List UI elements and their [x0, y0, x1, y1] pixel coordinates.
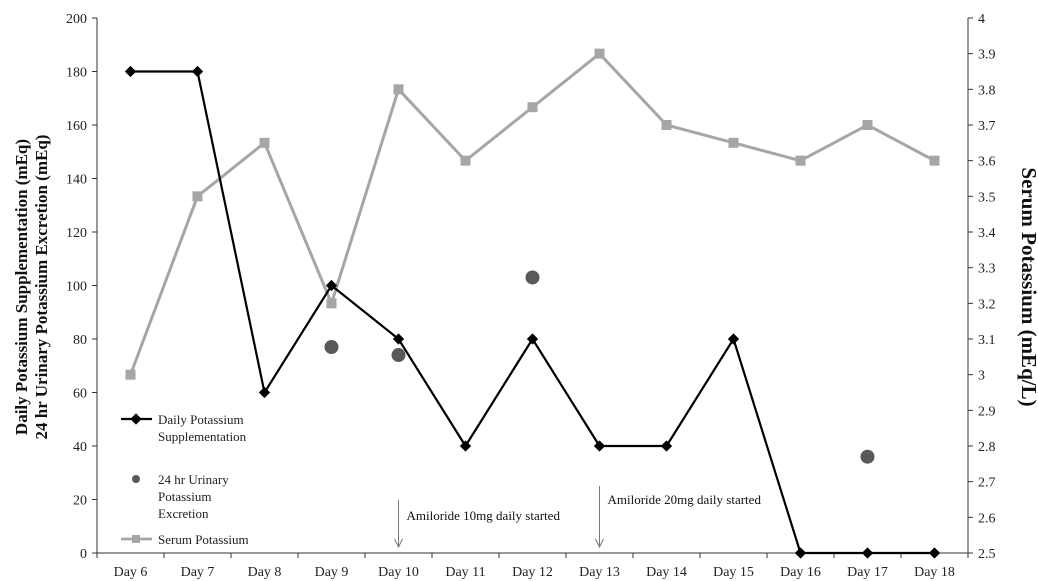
- legend-item-urinary: 24 hr Urinary Potassium Excretion: [132, 472, 229, 521]
- serum-point: [728, 137, 739, 148]
- left-tick-label: 60: [73, 387, 87, 402]
- annotations: Amiloride 10mg daily started Amiloride 20…: [394, 486, 762, 549]
- x-tick-label: Day 10: [378, 565, 419, 580]
- legend-supplementation-label-2: Supplementation: [158, 429, 247, 444]
- x-tick-label: Day 13: [579, 565, 620, 580]
- series-daily-supplementation: [124, 65, 941, 559]
- legend-supplementation-label-1: Daily Potassium: [158, 412, 244, 427]
- serum-point: [192, 191, 203, 202]
- serum-point: [929, 155, 940, 166]
- right-tick-label: 2.8: [978, 440, 996, 455]
- supplementation-point: [928, 547, 941, 559]
- left-tick-label: 40: [73, 440, 87, 455]
- right-tick-label: 3.7: [978, 119, 996, 134]
- left-tick-label: 160: [66, 119, 87, 134]
- supplementation-point: [660, 440, 673, 452]
- x-tick-label: Day 17: [847, 565, 888, 580]
- supplementation-point: [794, 547, 807, 559]
- x-tick-label: Day 6: [114, 565, 148, 580]
- annotation-label: Amiloride 20mg daily started: [608, 492, 762, 507]
- legend-urinary-label-2: Potassium: [158, 489, 211, 504]
- legend-serum-label: Serum Potassium: [158, 532, 249, 547]
- right-tick-label: 3.2: [978, 297, 996, 312]
- legend-urinary-label-1: 24 hr Urinary: [158, 472, 229, 487]
- right-tick-label: 2.7: [978, 476, 996, 491]
- right-tick-label: 3.5: [978, 190, 996, 205]
- left-tick-label: 20: [73, 494, 87, 509]
- x-tick-label: Day 7: [181, 565, 215, 580]
- urinary-point: [324, 340, 339, 355]
- x-tick-label: Day 8: [248, 565, 282, 580]
- annotation-arrow-head: [595, 538, 604, 549]
- legend-urinary-marker: [132, 475, 140, 483]
- urinary-point: [525, 270, 540, 285]
- right-tick-label: 4: [978, 12, 985, 27]
- right-tick-label: 3: [978, 369, 985, 384]
- supplementation-point: [861, 547, 874, 559]
- left-tick-label: 200: [66, 12, 87, 27]
- serum-point: [862, 120, 873, 130]
- legend-item-supplementation: Daily Potassium Supplementation: [121, 412, 247, 444]
- serum-point: [594, 48, 605, 59]
- right-axis-title: Serum Potassium (mEq/L): [1017, 167, 1038, 406]
- right-tick-label: 3.1: [978, 333, 996, 348]
- right-tick-label: 3.8: [978, 83, 996, 98]
- urinary-point: [391, 348, 406, 363]
- series-serum-potassium: [125, 48, 940, 380]
- left-tick-label: 180: [66, 66, 87, 81]
- serum-point: [527, 102, 538, 113]
- legend-supplementation-marker: [130, 413, 142, 425]
- left-tick-label: 120: [66, 226, 87, 241]
- supplementation-point: [124, 65, 137, 78]
- legend-item-serum: Serum Potassium: [121, 532, 249, 547]
- supplementation-point: [258, 386, 271, 399]
- supplementation-point: [325, 279, 338, 292]
- left-tick-label: 0: [80, 547, 87, 562]
- serum-point: [795, 155, 806, 166]
- right-tick-label: 3.4: [978, 226, 996, 241]
- serum-point: [326, 298, 337, 309]
- left-tick-label: 140: [66, 173, 87, 188]
- series-urinary-excretion: [324, 270, 875, 464]
- x-tick-label: Day 12: [512, 565, 553, 580]
- x-tick-label: Day 14: [646, 565, 687, 580]
- left-tick-label: 80: [73, 333, 87, 348]
- right-tick-label: 2.6: [978, 511, 996, 526]
- serum-point: [460, 155, 471, 166]
- x-axis-ticks: Day 6 Day 7 Day 8 Day 9 Day 10 Day 11 Day 12 Da…: [96, 553, 969, 580]
- x-tick-label: Day 18: [914, 565, 955, 580]
- x-tick-label: Day 9: [315, 565, 349, 580]
- left-axis-title-line2: 24 hr Urinary Potassium Excretion (mEq): [32, 135, 51, 440]
- legend: Daily Potassium Supplementation 24 hr Ur…: [121, 412, 249, 547]
- right-tick-label: 2.9: [978, 404, 996, 419]
- serum-point: [125, 369, 136, 380]
- annotation-label: Amiloride 10mg daily started: [407, 508, 561, 523]
- legend-urinary-label-3: Excretion: [158, 506, 209, 521]
- supplementation-point: [191, 65, 204, 78]
- serum-point: [661, 120, 672, 130]
- serum-point: [393, 84, 404, 95]
- x-tick-label: Day 16: [780, 565, 821, 580]
- right-tick-label: 3.6: [978, 155, 996, 170]
- supplementation-point: [593, 440, 606, 452]
- supplementation-point: [727, 333, 740, 345]
- right-tick-label: 2.5: [978, 547, 996, 562]
- x-tick-label: Day 15: [713, 565, 754, 580]
- left-axis-ticks: 0 20 40 60 80 100 120 140 160 180 200: [66, 12, 97, 562]
- supplementation-point: [459, 440, 472, 452]
- right-axis-ticks: 2.5 2.6 2.7 2.8 2.9 3 3.1 3.2 3.3 3.4 3.5 3.6 3.7 3.8…: [968, 12, 996, 562]
- urinary-point: [860, 449, 875, 464]
- series-line: [130, 70, 935, 555]
- legend-serum-marker: [132, 535, 140, 543]
- left-tick-label: 100: [66, 280, 87, 295]
- x-tick-label: Day 11: [445, 565, 485, 580]
- annotation-arrow-head: [394, 538, 403, 549]
- right-tick-label: 3.3: [978, 262, 996, 277]
- right-tick-label: 3.9: [978, 48, 996, 63]
- supplementation-point: [392, 333, 405, 345]
- left-axis-title-line1: Daily Potassium Supplementation (mEq): [12, 139, 31, 435]
- serum-point: [259, 137, 270, 148]
- supplementation-point: [526, 333, 539, 345]
